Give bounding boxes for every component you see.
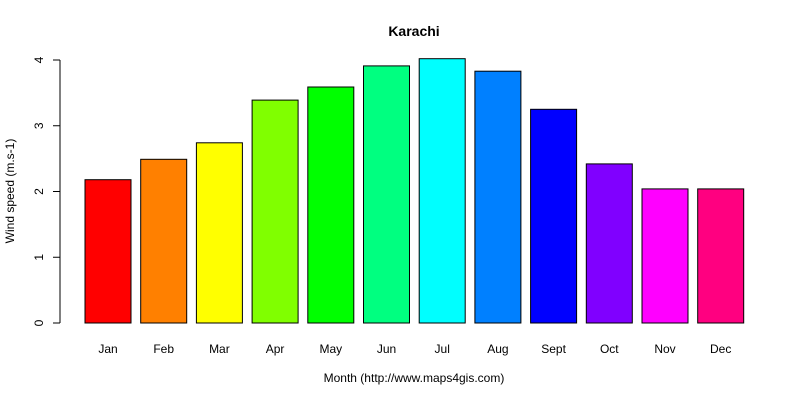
y-tick-label: 4 (32, 56, 46, 63)
x-tick-label: Jul (435, 342, 450, 356)
y-tick-label: 3 (32, 122, 46, 129)
y-tick-label: 2 (32, 188, 46, 195)
bar-feb (140, 158, 188, 324)
x-tick-label: Mar (209, 342, 230, 356)
x-tick-label: Jun (377, 342, 396, 356)
bar-jan (84, 179, 132, 324)
bar-dec (697, 188, 745, 324)
bar-jul (418, 58, 466, 324)
bar-sept (530, 108, 578, 324)
bars-group (84, 58, 745, 324)
bar-oct (585, 163, 633, 324)
x-tick-label: Jan (98, 342, 117, 356)
chart-title: Karachi (388, 23, 439, 39)
y-axis: 0 1 2 3 4 (32, 56, 61, 326)
bar-apr (251, 99, 299, 324)
x-tick-label: Feb (153, 342, 174, 356)
bar-mar (195, 142, 243, 324)
x-axis-label: Month (http://www.maps4gis.com) (324, 371, 505, 385)
x-tick-label: Aug (487, 342, 508, 356)
x-tick-label: Nov (654, 342, 675, 356)
x-tick-label: Oct (600, 342, 619, 356)
y-tick-label: 1 (32, 254, 46, 261)
bar-aug (474, 70, 522, 324)
y-axis-label: Wind speed (m.s-1) (3, 139, 17, 244)
x-tick-label: May (319, 342, 342, 356)
x-tick-labels: Jan Feb Mar Apr May Jun Jul Aug Sept Oct Nov Dec (98, 342, 731, 356)
y-tick-label: 0 (32, 319, 46, 326)
bar-jun (363, 65, 410, 324)
x-tick-label: Sept (541, 342, 566, 356)
x-tick-label: Dec (710, 342, 731, 356)
bar-nov (641, 188, 689, 324)
x-tick-label: Apr (266, 342, 285, 356)
bar-may (307, 86, 355, 324)
